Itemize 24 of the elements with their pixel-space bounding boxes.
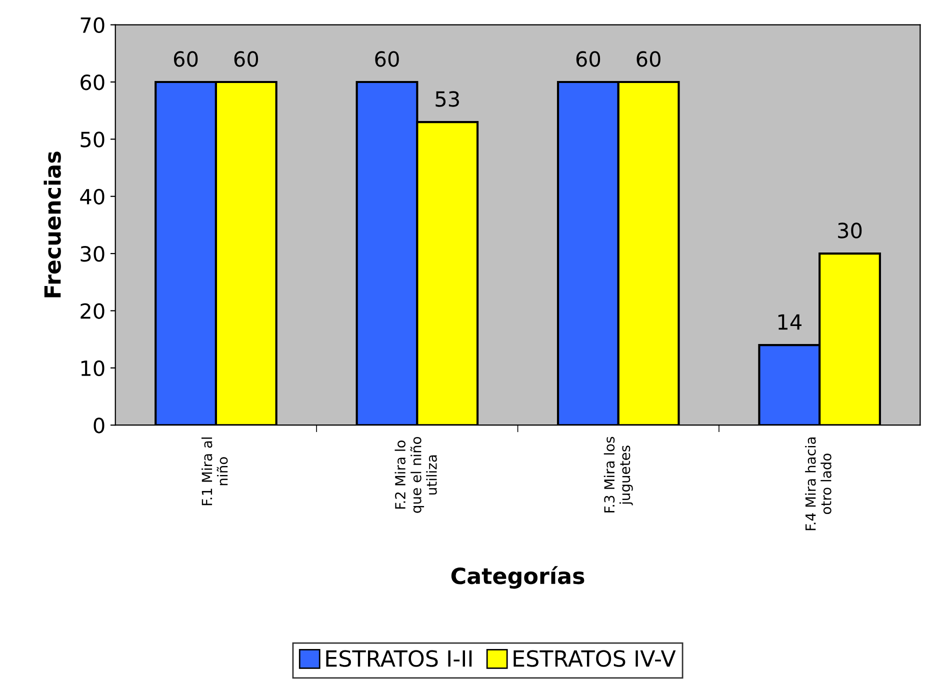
x-tick-label: F.2 Mira lo que el niño utiliza: [394, 436, 437, 513]
data-label: 60: [234, 51, 258, 67]
y-tick-label: 10: [81, 360, 104, 376]
x-tick-label: F.4 Mira hacia otro lado: [805, 437, 832, 530]
y-tick-label: 0: [94, 418, 104, 434]
data-label: 60: [375, 51, 399, 67]
y-axis-title: Frecuencias: [44, 152, 61, 298]
data-label: 14: [778, 314, 802, 330]
y-tick-label: 30: [80, 246, 104, 262]
y-tick-label: 40: [80, 188, 104, 205]
data-label: 60: [636, 51, 660, 67]
data-label: 60: [174, 51, 198, 67]
y-tick-label: 50: [80, 132, 104, 148]
legend-label: ESTRATOS I-II: [326, 650, 472, 667]
data-label: 30: [838, 222, 862, 238]
y-tick-label: 70: [80, 17, 104, 34]
x-tick-label: F.1 Mira al niño: [201, 438, 228, 506]
x-tick-label: F.3 Mira los juguetes: [604, 436, 633, 512]
y-tick-label: 20: [80, 303, 104, 319]
x-axis-title: Categorías: [451, 566, 584, 589]
legend-label: ESTRATOS IV-V: [514, 650, 676, 667]
data-label: 53: [436, 91, 459, 107]
y-tick-label: 60: [80, 74, 104, 90]
data-label: 60: [576, 51, 600, 67]
